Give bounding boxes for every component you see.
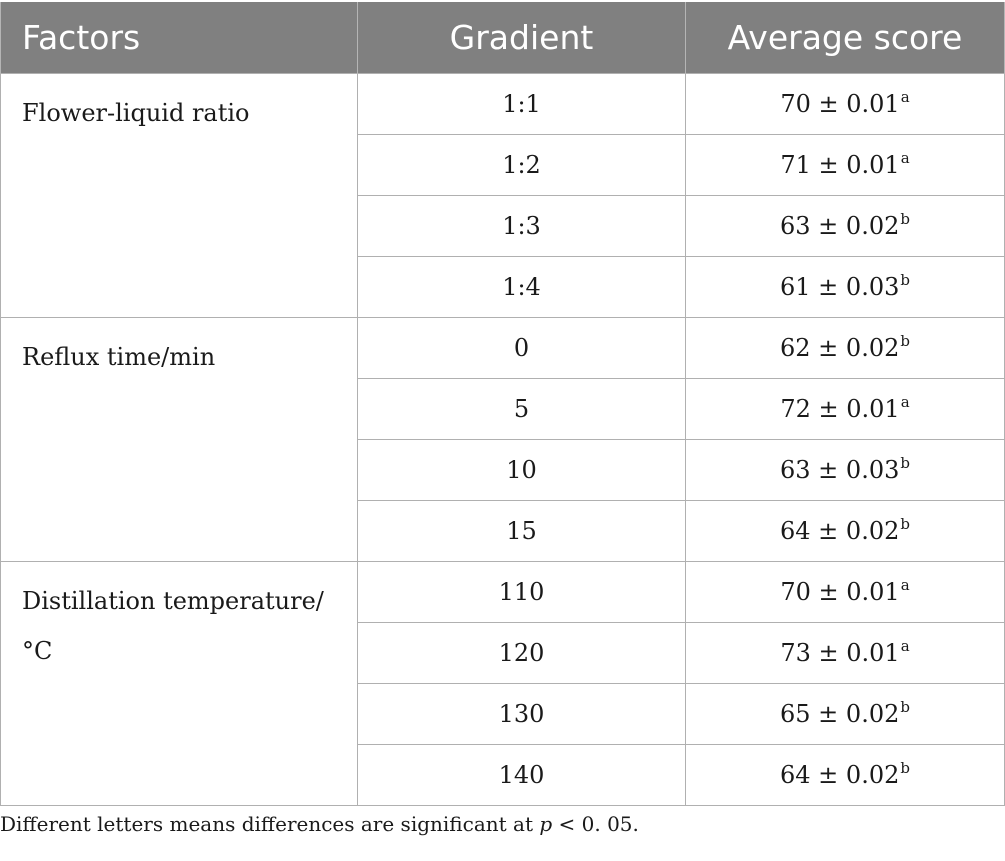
score-value: 72 ± 0.01 (780, 395, 900, 423)
factor-cell: Reflux time/min (0, 317, 358, 562)
gradient-cell: 1:4 (357, 256, 686, 318)
score-cell: 62 ± 0.02b (685, 317, 1005, 379)
significance-letter: b (900, 515, 910, 533)
significance-letter: b (900, 454, 910, 472)
score-cell: 65 ± 0.02b (685, 683, 1005, 745)
table-row: 130 65 ± 0.02b (1, 683, 1005, 745)
footnote-variable: p (539, 812, 553, 836)
gradient-cell: 120 (357, 622, 686, 684)
significance-letter: a (900, 149, 910, 167)
score-value: 62 ± 0.02 (780, 334, 900, 362)
table-row: 1:4 61 ± 0.03b (1, 256, 1005, 318)
gradient-cell: 1:3 (357, 195, 686, 257)
table-header: Factors Gradient Average score (0, 2, 1005, 74)
gradient-cell: 110 (357, 561, 686, 623)
significance-letter: b (900, 332, 910, 350)
table-row: 140 64 ± 0.02b (1, 744, 1005, 806)
score-cell: 73 ± 0.01a (685, 622, 1005, 684)
footnote-prefix: Different letters means differences are … (0, 812, 540, 836)
significance-letter: a (900, 88, 910, 106)
score-cell: 71 ± 0.01a (685, 134, 1005, 196)
significance-letter: b (900, 698, 910, 716)
gradient-cell: 15 (357, 500, 686, 562)
score-value: 65 ± 0.02 (780, 700, 900, 728)
score-value: 64 ± 0.02 (780, 761, 900, 789)
gradient-cell: 140 (357, 744, 686, 806)
table-row: Reflux time/min 0 62 ± 0.02b (0, 317, 1005, 562)
score-cell: 64 ± 0.02b (685, 500, 1005, 562)
significance-letter: a (900, 576, 910, 594)
factor-cell: Distillation temperature/°C (0, 561, 358, 806)
table-row: 10 63 ± 0.03b (1, 439, 1005, 501)
table-row: 1:3 63 ± 0.02b (1, 195, 1005, 257)
score-value: 73 ± 0.01 (780, 639, 900, 667)
significance-letter: a (900, 637, 910, 655)
table-row: 1:2 71 ± 0.01a (1, 134, 1005, 196)
table-body: Flower-liquid ratio 1:1 70 ± 0.01a 1:2 71 ± … (0, 73, 1005, 806)
score-cell: 63 ± 0.03b (685, 439, 1005, 501)
gradient-cell: 5 (357, 378, 686, 440)
score-cell: 72 ± 0.01a (685, 378, 1005, 440)
gradient-cell: 10 (357, 439, 686, 501)
significance-letter: b (900, 210, 910, 228)
gradient-cell: 1:1 (357, 73, 686, 135)
gradient-cell: 1:2 (357, 134, 686, 196)
score-cell: 63 ± 0.02b (685, 195, 1005, 257)
significance-letter: b (900, 759, 910, 777)
score-value: 63 ± 0.02 (780, 212, 900, 240)
gradient-cell: 130 (357, 683, 686, 745)
results-table: Factors Gradient Average score Flower-li… (0, 2, 1005, 806)
footnote-suffix: < 0. 05. (552, 812, 639, 836)
table-row: 120 73 ± 0.01a (1, 622, 1005, 684)
factor-cell: Flower-liquid ratio (0, 73, 358, 318)
table-row: 5 72 ± 0.01a (1, 378, 1005, 440)
header-gradient: Gradient (357, 2, 686, 74)
score-cell: 70 ± 0.01a (685, 561, 1005, 623)
header-row: Factors Gradient Average score (0, 2, 1005, 74)
score-value: 61 ± 0.03 (780, 273, 900, 301)
table-row: Distillation temperature/°C 110 70 ± 0.01a (0, 561, 1005, 806)
score-cell: 64 ± 0.02b (685, 744, 1005, 806)
score-cell: 70 ± 0.01a (685, 73, 1005, 135)
table-row: Flower-liquid ratio 1:1 70 ± 0.01a (0, 73, 1005, 318)
score-cell: 61 ± 0.03b (685, 256, 1005, 318)
score-value: 70 ± 0.01 (780, 90, 900, 118)
gradient-cell: 0 (357, 317, 686, 379)
header-average-score: Average score (685, 2, 1005, 74)
score-value: 64 ± 0.02 (780, 517, 900, 545)
score-value: 71 ± 0.01 (780, 151, 900, 179)
table-footnote: Different letters means differences are … (0, 812, 639, 836)
significance-letter: b (900, 271, 910, 289)
significance-letter: a (900, 393, 910, 411)
header-factors: Factors (0, 2, 358, 74)
score-value: 70 ± 0.01 (780, 578, 900, 606)
score-value: 63 ± 0.03 (780, 456, 900, 484)
